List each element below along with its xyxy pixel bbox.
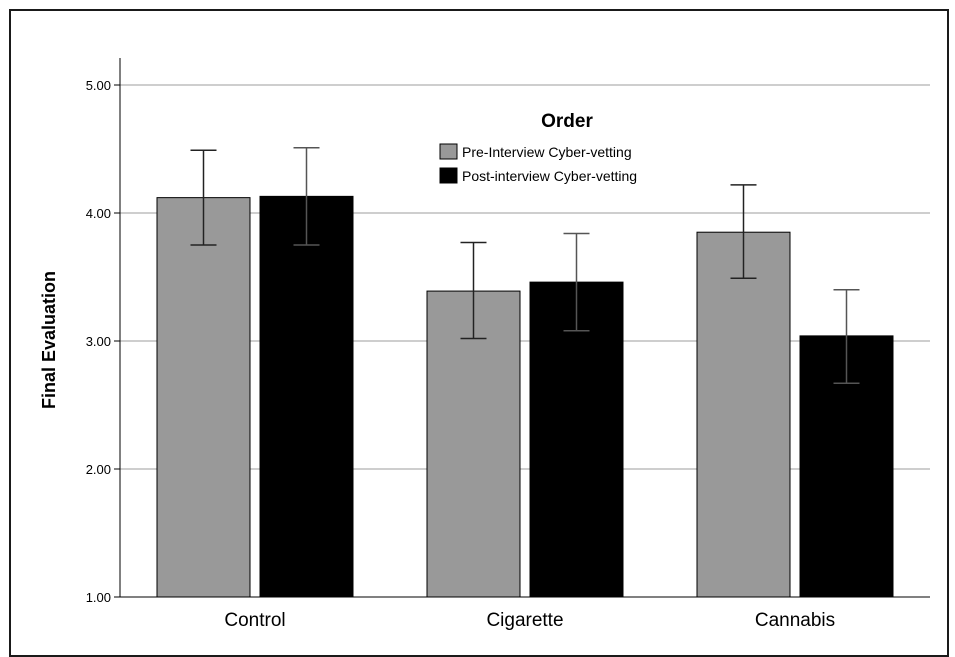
bar [426,290,521,598]
bars [156,195,894,598]
y-tick-label: 4.00 [86,206,111,221]
legend: Order Pre-Interview Cyber-vetting Post-in… [439,111,637,184]
bar [259,195,354,598]
x-axis-labels: Control Cigarette Cannabis [224,610,835,631]
error-bars [190,146,860,384]
legend-title: Order [541,111,593,132]
legend-swatch [439,167,458,184]
x-tick-label: Cigarette [486,610,563,631]
legend-label: Pre-Interview Cyber-vetting [462,144,632,160]
bar [696,231,791,598]
gridlines [120,84,930,470]
y-axis-label: Final Evaluation [39,271,59,409]
bar [156,197,251,598]
legend-swatch [439,143,458,160]
y-tick-label: 5.00 [86,78,111,93]
y-tick-label: 2.00 [86,462,111,477]
x-tick-label: Control [224,610,285,631]
bar [529,281,624,598]
y-tick-label: 1.00 [86,590,111,605]
y-axis: 1.00 2.00 3.00 4.00 5.00 [86,58,930,605]
x-tick-label: Cannabis [755,610,835,631]
y-tick-label: 3.00 [86,334,111,349]
legend-label: Post-interview Cyber-vetting [462,168,637,184]
